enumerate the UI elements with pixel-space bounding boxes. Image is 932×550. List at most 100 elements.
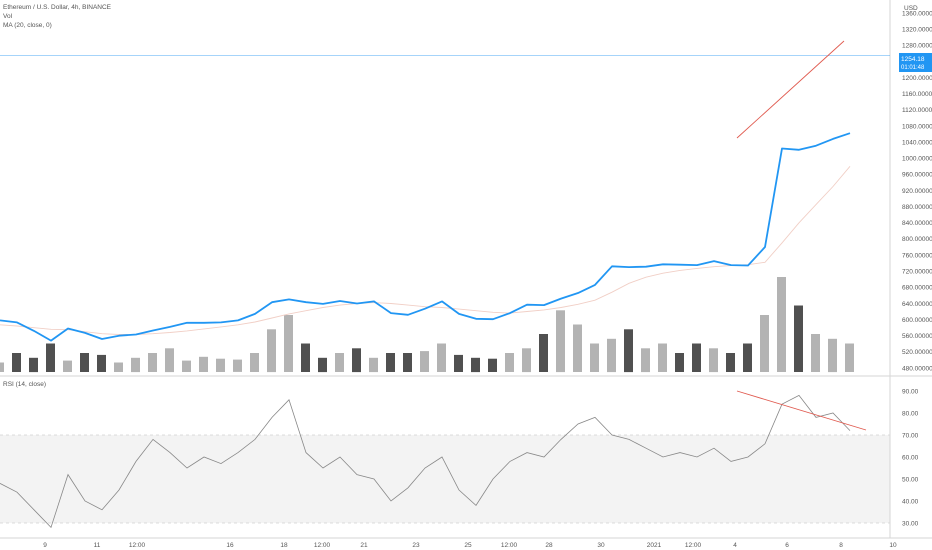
volume-bars: [0, 277, 854, 373]
volume-bar: [114, 362, 123, 372]
time-axis-label: 6: [785, 542, 789, 549]
price-tick-label: 1200.000000: [902, 75, 932, 82]
volume-bar: [233, 359, 242, 372]
price-tick-label: 520.000000: [902, 349, 932, 356]
rsi-tick-label: 70.00: [902, 432, 919, 439]
price-tick-label: 1120.000000: [902, 107, 932, 114]
volume-bar: [0, 362, 4, 372]
time-axis-label: 30: [597, 542, 605, 549]
price-tick-label: 720.000000: [902, 269, 932, 276]
bar-countdown-label: 01:01:48: [901, 65, 925, 71]
volume-bar: [488, 358, 497, 372]
symbol-title[interactable]: Ethereum / U.S. Dollar, 4h, BINANCE: [3, 4, 112, 11]
volume-bar: [658, 343, 667, 372]
volume-bar: [352, 348, 361, 373]
rsi-axis-ticks: 90.00 80.00 70.00 60.00 50.00 40.00 30.00: [902, 388, 919, 527]
time-axis-label: 12:00: [501, 542, 518, 549]
rsi-tick-label: 80.00: [902, 410, 919, 417]
rsi-overbought-oversold-band: [0, 435, 890, 523]
rsi-tick-label: 30.00: [902, 520, 919, 527]
time-axis-label: 23: [412, 542, 420, 549]
price-tick-label: 1040.000000: [902, 139, 932, 146]
rsi-tick-label: 60.00: [902, 454, 919, 461]
volume-bar: [845, 343, 854, 372]
volume-bar: [692, 343, 701, 372]
rsi-tick-label: 90.00: [902, 388, 919, 395]
time-axis-label: 25: [464, 542, 472, 549]
volume-bar: [63, 360, 72, 372]
volume-bar: [641, 348, 650, 373]
volume-bar: [437, 343, 446, 372]
ma-legend[interactable]: MA (20, close, 0): [3, 22, 52, 29]
volume-bar: [760, 315, 769, 372]
price-tick-label: 880.000000: [902, 204, 932, 211]
price-tick-label: 1160.000000: [902, 91, 932, 98]
volume-bar: [12, 353, 21, 372]
price-axis-ticks: 1360.0000001320.0000001280.0000001240.00…: [902, 10, 932, 372]
price-tick-label: 1000.000000: [902, 156, 932, 163]
time-axis-label: 18: [280, 542, 288, 549]
time-axis-label: 12:00: [314, 542, 331, 549]
volume-bar: [386, 353, 395, 372]
price-tick-label: 960.000000: [902, 172, 932, 179]
time-axis-labels: 9 11 12:00 16 18 12:00 21 23 25 12:00 28 30 2021 12:0…: [43, 542, 897, 549]
price-tick-label: 840.000000: [902, 220, 932, 227]
volume-bar: [420, 351, 429, 372]
main-legend: Ethereum / U.S. Dollar, 4h, BINANCE Vol …: [3, 3, 111, 30]
volume-legend[interactable]: Vol: [3, 13, 13, 20]
volume-bar: [216, 358, 225, 372]
volume-bar: [131, 357, 140, 373]
time-axis-label: 16: [226, 542, 234, 549]
volume-bar: [284, 315, 293, 372]
volume-bar: [199, 356, 208, 372]
volume-bar: [811, 334, 820, 372]
price-tick-label: 1080.000000: [902, 123, 932, 130]
volume-bar: [182, 360, 191, 372]
volume-bar: [709, 348, 718, 373]
price-tick-label: 800.000000: [902, 236, 932, 243]
rsi-legend-title[interactable]: RSI (14, close): [3, 381, 46, 388]
volume-bar: [403, 353, 412, 372]
volume-bar: [539, 334, 548, 372]
price-tick-label: 920.000000: [902, 188, 932, 195]
last-price-label: 1254.18: [901, 56, 925, 63]
price-tick-label: 600.000000: [902, 317, 932, 324]
volume-bar: [726, 353, 735, 372]
volume-bar: [46, 343, 55, 372]
rsi-trendline[interactable]: [736, 390, 867, 431]
price-line: [0, 132, 851, 342]
volume-bar: [318, 357, 327, 373]
rsi-legend: RSI (14, close): [3, 380, 46, 389]
volume-bar: [607, 338, 616, 373]
moving-average-line: [0, 166, 851, 335]
price-tick-label: 760.000000: [902, 252, 932, 259]
volume-bar: [505, 353, 514, 372]
volume-bar: [148, 353, 157, 372]
volume-bar: [29, 357, 38, 373]
volume-bar: [97, 354, 106, 372]
time-axis-label: 28: [545, 542, 553, 549]
volume-bar: [777, 277, 786, 372]
price-tick-label: 1320.000000: [902, 26, 932, 33]
time-axis-label: 4: [733, 542, 737, 549]
volume-bar: [573, 324, 582, 372]
price-axis-currency: USD: [904, 5, 918, 12]
volume-bar: [454, 354, 463, 372]
volume-bar: [80, 353, 89, 372]
volume-bar: [794, 305, 803, 372]
price-tick-label: 640.000000: [902, 301, 932, 308]
volume-bar: [743, 343, 752, 372]
price-tick-label: 480.000000: [902, 365, 932, 372]
time-axis-label: 8: [839, 542, 843, 549]
price-trendline[interactable]: [736, 40, 845, 139]
time-axis-label: 12:00: [685, 542, 702, 549]
price-tick-label: 1280.000000: [902, 43, 932, 50]
time-axis-label: 21: [360, 542, 368, 549]
rsi-tick-label: 40.00: [902, 498, 919, 505]
price-tick-label: 680.000000: [902, 285, 932, 292]
volume-bar: [165, 348, 174, 373]
time-axis-label: 11: [94, 542, 101, 549]
volume-bar: [267, 329, 276, 373]
